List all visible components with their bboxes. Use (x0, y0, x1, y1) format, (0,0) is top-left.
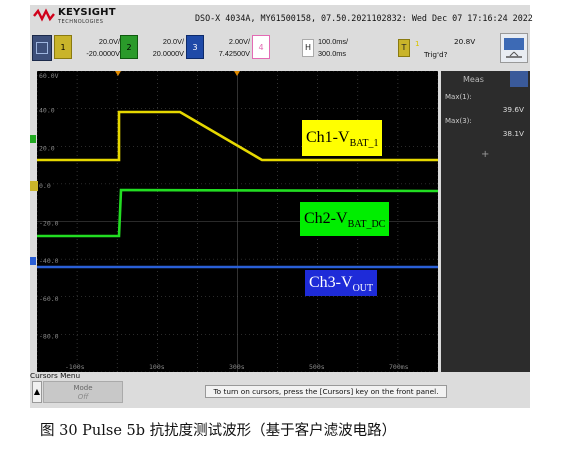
channel-2-ground-marker-icon (30, 135, 36, 143)
channel-4-number: 4 (258, 43, 264, 52)
time-axis-label: 100s (149, 363, 165, 371)
horizontal-key[interactable]: H (302, 39, 314, 57)
channel-3-scale: 2.00V/ (228, 37, 250, 46)
channel-2-number: 2 (126, 43, 132, 52)
channel-2-waveform (37, 188, 438, 238)
cursor-mode-softkey[interactable]: Mode Off (43, 381, 123, 403)
time-axis-label: 700ms (389, 363, 409, 371)
brand-name: KEYSIGHT (58, 7, 116, 18)
timebase-scale: 100.0ms/ (318, 37, 349, 46)
channel-1-key[interactable]: 1 (54, 35, 72, 59)
ch1-annotation: Ch1-VBAT_1 (302, 120, 383, 156)
measurement-settings-icon[interactable] (510, 71, 528, 87)
ch3-annotation-main: Ch3-V (309, 274, 353, 291)
ch2-annotation-sub: BAT_DC (347, 219, 386, 231)
up-arrow-icon: ▲ (33, 387, 41, 396)
channel-1-number: 1 (60, 43, 66, 52)
time-reference-marker-icon (234, 71, 240, 76)
measurement-2-label: Max(3): (445, 117, 472, 125)
add-measurement-button[interactable]: + (481, 149, 490, 160)
keysight-logo-icon (33, 8, 55, 22)
channel-4-key[interactable]: 4 (252, 35, 270, 59)
menu-back-button[interactable]: ▲ (32, 381, 42, 403)
trigger-key[interactable]: T (398, 39, 410, 57)
ch2-annotation-main: Ch2-V (304, 210, 348, 227)
channel-3-offset: 7.42500V (218, 49, 250, 58)
figure-caption: 图 30 Pulse 5b 抗扰度测试波形（基于客户滤波电路） (40, 423, 397, 439)
channel-2-scale: 20.0V/ (162, 37, 184, 46)
vertical-axis-label: -80.0 (39, 332, 59, 340)
cursor-mode-label: Mode (73, 384, 93, 392)
time-axis-label: -100s (65, 363, 85, 371)
channel-1-waveform (37, 110, 438, 162)
channel-bar: 1 20.0V/ -20.0000V 2 20.0V/ 20.0000V 3 2… (30, 33, 530, 65)
channel-1-ground-marker-icon (30, 181, 38, 191)
vertical-axis-label: 20.0 (39, 144, 55, 152)
cursors-menu-title: Cursors Menu (30, 371, 81, 380)
measurement-1-value: 39.6V (502, 105, 524, 114)
timebase-delay: 300.0ms (318, 49, 346, 58)
channel-3-number: 3 (192, 43, 198, 52)
ch1-annotation-main: Ch1-V (306, 129, 350, 146)
channel-3-ground-marker-icon (30, 257, 36, 265)
brand-header: KEYSIGHT TECHNOLOGIES (30, 5, 190, 29)
oscilloscope-screen: KEYSIGHT TECHNOLOGIES DSO-X 4034A, MY615… (30, 5, 533, 408)
ch3-annotation: Ch3-VOUT (305, 270, 378, 296)
vertical-axis-label: 40.0 (39, 107, 55, 115)
channel-2-key[interactable]: 2 (120, 35, 138, 59)
measurement-1-label: Max(1): (445, 93, 472, 101)
channel-3-key[interactable]: 3 (186, 35, 204, 59)
time-axis-label: 300s (229, 363, 245, 371)
channel-2-offset: 20.0000V (152, 49, 184, 58)
channel-1-offset: -20.0000V (86, 49, 120, 58)
ch2-annotation: Ch2-VBAT_DC (300, 202, 390, 236)
vertical-axis-label: 0.0 (39, 182, 51, 190)
ch3-annotation-sub: OUT (352, 283, 374, 295)
vertical-axis-label: -60.0 (39, 295, 59, 303)
trigger-position-marker-icon (115, 71, 121, 76)
measurement-panel: Meas Max(1): 39.6V Max(3): 38.1V + (441, 71, 530, 372)
measurement-panel-title: Meas (463, 75, 484, 84)
cursor-hint-message: To turn on cursors, press the [Cursors] … (205, 385, 447, 398)
run-stop-button[interactable] (32, 35, 52, 61)
time-axis-label: 500s (309, 363, 325, 371)
vertical-axis-label: -20.0 (39, 220, 59, 228)
ch1-annotation-sub: BAT_1 (349, 138, 379, 150)
brand-subtitle: TECHNOLOGIES (58, 19, 104, 25)
vertical-axis-label: -40.0 (39, 257, 59, 265)
display-icon (504, 38, 524, 58)
cursor-mode-value: Off (77, 393, 89, 401)
trigger-state: Trig'd? (424, 50, 448, 59)
measurement-2-value: 38.1V (502, 129, 524, 138)
trigger-level: 20.8V (454, 37, 476, 46)
instrument-status-line: DSO-X 4034A, MY61500158, 07.50.202110283… (195, 13, 533, 23)
trigger-source: 1 (415, 39, 420, 48)
display-menu-button[interactable] (500, 33, 528, 63)
axis-labels: 60.0V 40.0 20.0 0.0 -20.0 -40.0 -60.0 -80.0 -100… (39, 72, 409, 371)
channel-1-scale: 20.0V/ (98, 37, 120, 46)
run-stop-icon (36, 42, 48, 54)
vertical-axis-label: 60.0V (39, 72, 59, 80)
